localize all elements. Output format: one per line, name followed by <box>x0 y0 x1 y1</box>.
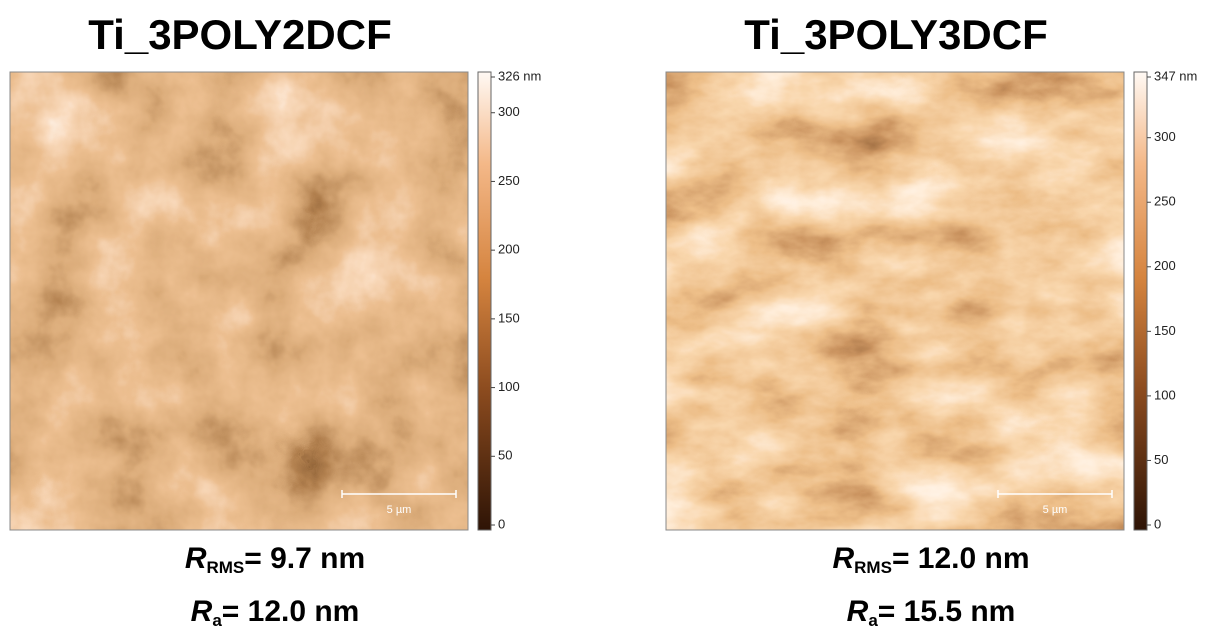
image-frame <box>9 71 469 531</box>
value-text: = 12.0 nm <box>892 542 1030 575</box>
colorbar-tick-label: 0 <box>498 516 505 531</box>
colorbar-tick-label: 100 <box>498 379 520 394</box>
afm-image <box>10 72 468 530</box>
symbol: R <box>185 542 207 575</box>
scale-bar-label: 5 µm <box>387 504 412 516</box>
afm-image <box>666 72 1124 530</box>
roughness-rms: RRMS= 12.0 nm <box>832 542 1029 578</box>
subscript: a <box>212 611 222 630</box>
panel: Ti_3POLY3DCF 5 µm 0 50 100 150 200 250 300 347 nm… <box>665 11 1197 631</box>
colorbar-tick-label: 0 <box>1154 516 1161 531</box>
colorbar <box>1133 71 1148 531</box>
subscript: RMS <box>206 558 244 577</box>
panel: Ti_3POLY2DCF 5 µm 0 50 100 150 200 250 300 326 nm… <box>9 11 541 631</box>
colorbar-tick-label: 50 <box>1154 452 1168 467</box>
colorbar-tick-label: 347 nm <box>1154 68 1197 83</box>
colorbar-tick-label: 150 <box>498 310 520 325</box>
colorbar-tick-label: 200 <box>1154 258 1176 273</box>
colorbar <box>477 71 492 531</box>
colorbar-tick-label: 200 <box>498 242 520 257</box>
colorbar-tick-label: 50 <box>498 448 512 463</box>
symbol: R <box>847 595 869 628</box>
image-frame <box>665 71 1125 531</box>
subscript: RMS <box>854 558 892 577</box>
colorbar-tick-label: 250 <box>498 173 520 188</box>
value-text: = 12.0 nm <box>222 595 360 628</box>
scale-bar-label: 5 µm <box>1043 504 1068 516</box>
value-text: = 9.7 nm <box>244 542 365 575</box>
symbol: R <box>191 595 213 628</box>
symbol: R <box>832 542 854 575</box>
colorbar-tick-label: 150 <box>1154 323 1176 338</box>
value-text: = 15.5 nm <box>878 595 1016 628</box>
roughness-rms: RRMS= 9.7 nm <box>185 542 365 578</box>
panel-title: Ti_3POLY2DCF <box>88 11 391 58</box>
roughness-ra: Ra= 12.0 nm <box>191 595 360 631</box>
colorbar-tick-label: 326 nm <box>498 68 541 83</box>
roughness-ra: Ra= 15.5 nm <box>847 595 1016 631</box>
colorbar-tick-label: 250 <box>1154 194 1176 209</box>
colorbar-tick-label: 300 <box>498 104 520 119</box>
colorbar-tick-label: 300 <box>1154 129 1176 144</box>
colorbar-tick-label: 100 <box>1154 387 1176 402</box>
subscript: a <box>868 611 878 630</box>
panel-title: Ti_3POLY3DCF <box>744 11 1047 58</box>
